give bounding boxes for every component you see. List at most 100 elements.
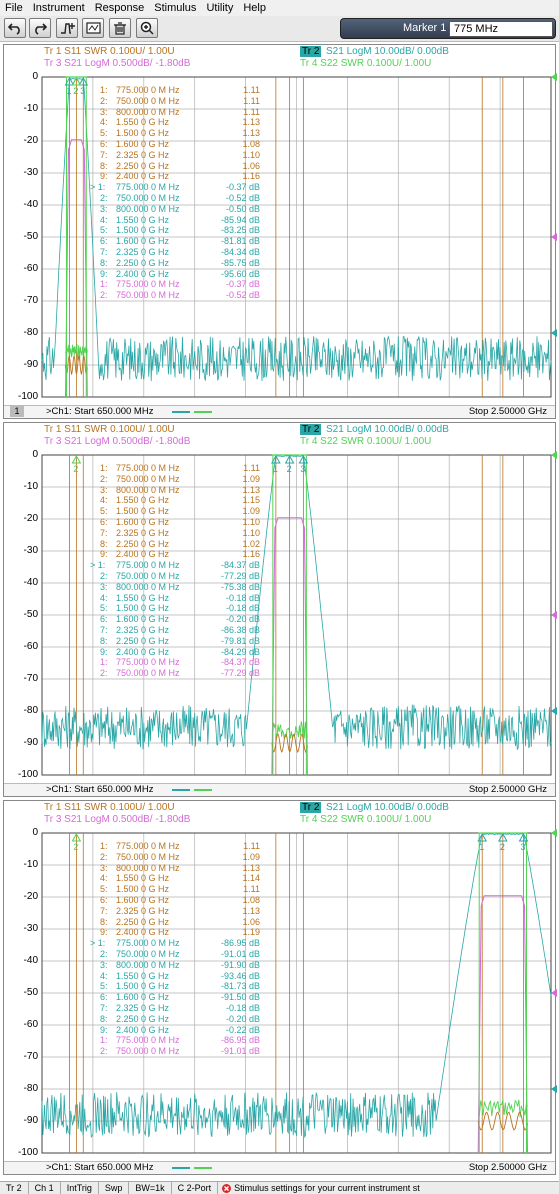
- y-tick-label: -10: [23, 103, 38, 114]
- marker-number: 3:: [100, 484, 108, 495]
- reference-level-arrow[interactable]: [551, 611, 557, 619]
- trace-header-1[interactable]: Tr 1 S11 SWR 0.100U/ 1.00U: [44, 46, 175, 57]
- menu-file[interactable]: File: [5, 2, 23, 14]
- trace-legend-line: [172, 411, 212, 413]
- marker-button[interactable]: [82, 18, 104, 38]
- start-frequency[interactable]: >Ch1: Start 650.000 MHz: [46, 1162, 154, 1173]
- marker-number: 2:: [100, 1046, 108, 1057]
- sparam-plot[interactable]: 1 2 32: [4, 801, 557, 1176]
- marker-triangle-1[interactable]: 1: [477, 832, 488, 852]
- channel-pane-3[interactable]: Tr 1 S11 SWR 0.100U/ 1.00U Tr 2 S21 LogM 1…: [3, 800, 557, 1176]
- marker-triangle-1[interactable]: 1: [271, 454, 281, 474]
- marker-frequency: 2.250 0 G Hz: [116, 538, 170, 549]
- y-tick-label: 0: [32, 71, 38, 82]
- undo-button[interactable]: [4, 18, 26, 38]
- marker-triangle-3[interactable]: 3: [298, 454, 309, 474]
- y-tick-label: -50: [23, 231, 38, 242]
- marker-triangle-2[interactable]: 2: [497, 832, 508, 852]
- add-trace-button[interactable]: [56, 18, 78, 38]
- marker-frequency: 2.250 0 G Hz: [116, 257, 170, 268]
- channel-number: 1: [10, 406, 24, 417]
- reference-level-arrow[interactable]: [551, 329, 557, 337]
- trace-header-2[interactable]: Tr 2: [300, 802, 322, 813]
- trace-header-1[interactable]: Tr 1 S11 SWR 0.100U/ 1.00U: [44, 424, 175, 435]
- status-swp[interactable]: Swp: [99, 1182, 130, 1194]
- marker-value: 1.13: [242, 905, 260, 916]
- reference-level-arrow[interactable]: [551, 451, 557, 459]
- sparam-plot[interactable]: 1 2 32: [4, 45, 557, 420]
- menu-utility[interactable]: Utility: [206, 2, 234, 14]
- redo-icon: [35, 23, 47, 35]
- sparam-plot[interactable]: 1 2 32: [4, 423, 557, 798]
- trace-header-3[interactable]: S21 LogM 10.00dB/ 0.00dB: [326, 46, 449, 57]
- marker-number: 5:: [100, 603, 108, 614]
- channel-pane-2[interactable]: Tr 1 S11 SWR 0.100U/ 1.00U Tr 2 S21 LogM 1…: [3, 422, 557, 798]
- menu-help[interactable]: Help: [243, 2, 266, 14]
- marker-value: -85.94 dB: [220, 214, 260, 225]
- menu-response[interactable]: Response: [94, 2, 145, 14]
- trace-header-5[interactable]: Tr 4 S22 SWR 0.100U/ 1.00U: [300, 814, 432, 825]
- reference-level-arrow[interactable]: [551, 989, 557, 997]
- marker-frequency: 1.600 0 G Hz: [116, 236, 170, 247]
- marker-frequency-input[interactable]: [449, 21, 553, 37]
- status-c-2-port[interactable]: C 2-Port: [172, 1182, 219, 1194]
- stop-frequency[interactable]: Stop 2.50000 GHz: [468, 406, 547, 417]
- status-inttrig[interactable]: IntTrig: [61, 1182, 99, 1194]
- status-ch-1[interactable]: Ch 1: [29, 1182, 61, 1194]
- zoom-button[interactable]: [136, 18, 158, 38]
- marker-triangle-s22[interactable]: 2: [71, 76, 82, 96]
- status-message-text: Stimulus settings for your current instr…: [234, 1183, 420, 1193]
- status-bw-1k[interactable]: BW=1k: [129, 1182, 172, 1194]
- trace-header-4[interactable]: Tr 3 S21 LogM 0.500dB/ -1.80dB: [44, 814, 191, 825]
- trace-header-3[interactable]: S21 LogM 10.00dB/ 0.00dB: [326, 424, 449, 435]
- marker-triangle-1[interactable]: 1: [64, 76, 75, 96]
- marker-triangle-3[interactable]: 3: [518, 832, 529, 852]
- marker-frequency: 1.550 0 G Hz: [116, 495, 170, 506]
- marker-value: 1.13: [242, 862, 260, 873]
- y-tick-label: -60: [23, 263, 38, 274]
- menu-instrument[interactable]: Instrument: [32, 2, 85, 14]
- reference-level-arrow[interactable]: [551, 73, 557, 81]
- marker-value: 1.10: [242, 149, 260, 160]
- reference-level-arrow[interactable]: [551, 829, 557, 837]
- reference-level-arrow[interactable]: [551, 1085, 557, 1093]
- marker-frequency: 775.000 0 M Hz: [116, 182, 180, 193]
- start-frequency[interactable]: >Ch1: Start 650.000 MHz: [46, 406, 154, 417]
- marker-number: 8:: [100, 160, 108, 171]
- start-frequency[interactable]: >Ch1: Start 650.000 MHz: [46, 784, 154, 795]
- stop-frequency[interactable]: Stop 2.50000 GHz: [468, 1162, 547, 1173]
- marker-number: > 1:: [90, 182, 106, 193]
- marker-triangle-3[interactable]: 3: [78, 76, 89, 96]
- marker-number: 8:: [100, 1013, 108, 1024]
- menu-stimulus[interactable]: Stimulus: [154, 2, 197, 14]
- trace-header-2[interactable]: Tr 2: [300, 46, 322, 57]
- marker-frequency: 750.000 0 M Hz: [116, 949, 180, 959]
- reference-level-arrow[interactable]: [551, 707, 557, 715]
- marker-triangle-s22[interactable]: 2: [71, 454, 82, 474]
- marker-value: -0.37 dB: [225, 279, 260, 290]
- trace-header-5[interactable]: Tr 4 S22 SWR 0.100U/ 1.00U: [300, 58, 432, 69]
- trace-header-3[interactable]: S21 LogM 10.00dB/ 0.00dB: [326, 802, 449, 813]
- marker-value: -91.01 dB: [220, 949, 260, 959]
- marker-number: 6:: [100, 895, 108, 905]
- trace-header-5[interactable]: Tr 4 S22 SWR 0.100U/ 1.00U: [300, 436, 432, 447]
- svg-text:3: 3: [300, 464, 305, 474]
- delete-button[interactable]: [109, 18, 131, 38]
- marker-number: 2:: [100, 473, 108, 484]
- marker-triangle-s22[interactable]: 2: [71, 832, 82, 852]
- channel-pane-1[interactable]: Tr 1 S11 SWR 0.100U/ 1.00U Tr 2 S21 LogM 1…: [3, 44, 557, 420]
- reference-level-arrow[interactable]: [551, 233, 557, 241]
- status-tr-2[interactable]: Tr 2: [0, 1182, 29, 1194]
- trace-header-1[interactable]: Tr 1 S11 SWR 0.100U/ 1.00U: [44, 802, 175, 813]
- redo-button[interactable]: [29, 18, 51, 38]
- trace-header-4[interactable]: Tr 3 S21 LogM 0.500dB/ -1.80dB: [44, 58, 191, 69]
- trace-header-4[interactable]: Tr 3 S21 LogM 0.500dB/ -1.80dB: [44, 436, 191, 447]
- marker-value: -0.22 dB: [225, 1024, 260, 1035]
- marker-number: 5:: [100, 225, 108, 236]
- stop-frequency[interactable]: Stop 2.50000 GHz: [468, 784, 547, 795]
- trace-header-2[interactable]: Tr 2: [300, 424, 322, 435]
- marker-triangle-2[interactable]: 2: [284, 454, 295, 474]
- marker-number: 7:: [100, 527, 108, 538]
- marker-value: 1.02: [242, 538, 260, 549]
- trace-s21-zoom: [65, 139, 88, 398]
